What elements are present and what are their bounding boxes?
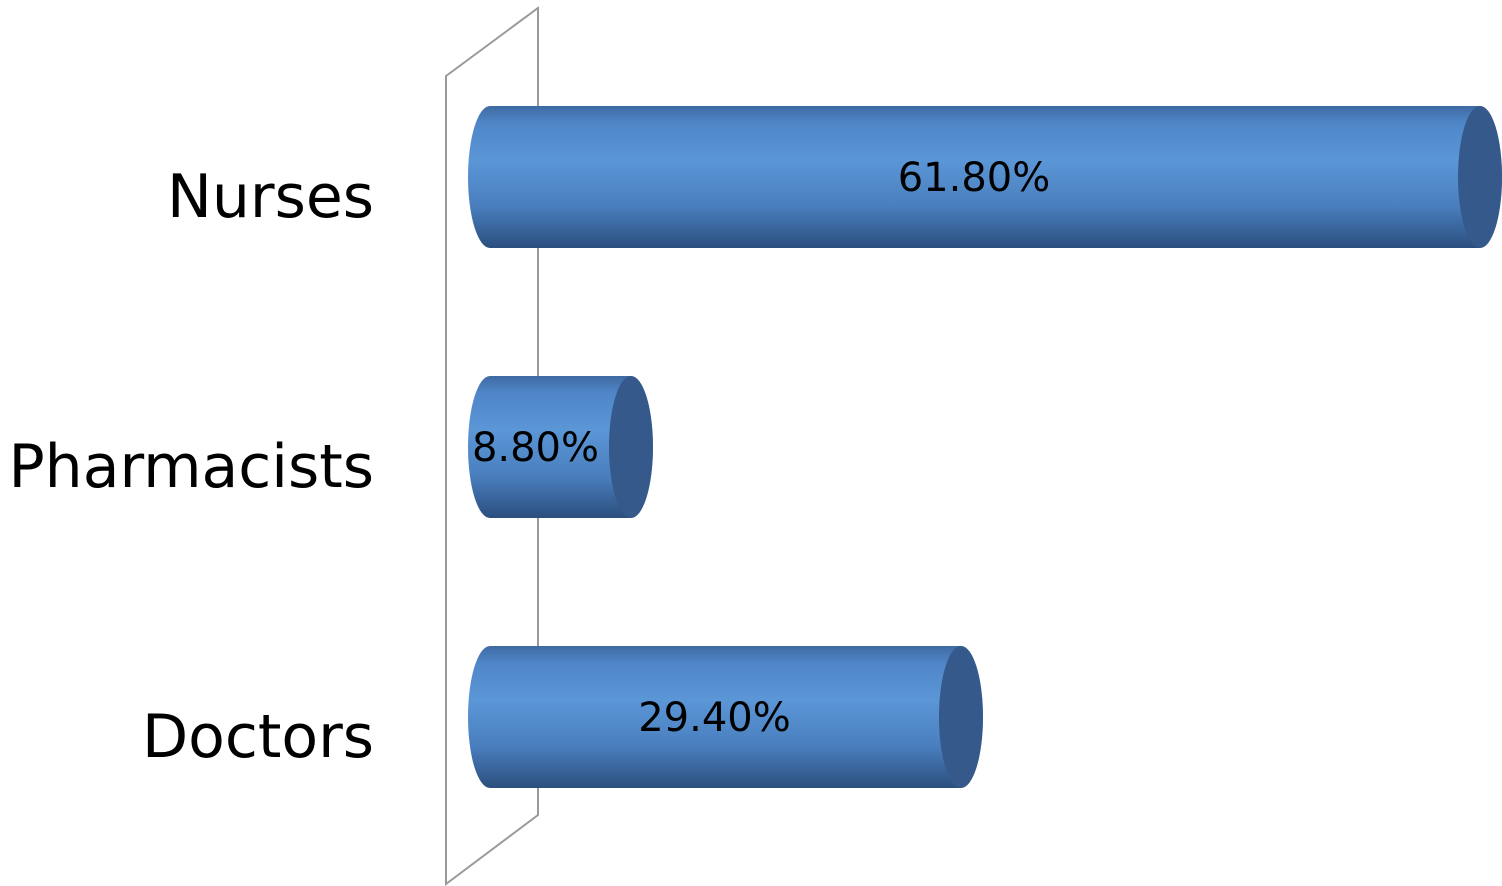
bar-nurses xyxy=(468,106,1502,248)
bar-cap-nurses xyxy=(1458,106,1502,248)
bar-cap-doctors xyxy=(938,646,983,788)
data-label-doctors: 29.40% xyxy=(638,695,791,741)
category-labels: Nurses Pharmacists Doctors xyxy=(8,162,374,772)
bar-doctors xyxy=(468,646,983,788)
data-label-nurses: 61.80% xyxy=(898,155,1051,201)
category-label-nurses: Nurses xyxy=(167,162,374,232)
value-labels: 61.80% 8.80% 29.40% xyxy=(472,155,1050,741)
data-label-pharmacists: 8.80% xyxy=(472,425,599,471)
axis-wall xyxy=(445,6,539,886)
category-label-doctors: Doctors xyxy=(142,702,374,772)
bar-pharmacists xyxy=(468,376,653,518)
category-label-pharmacists: Pharmacists xyxy=(8,432,374,502)
bars xyxy=(468,106,1502,788)
bar-cap-pharmacists xyxy=(608,376,653,518)
